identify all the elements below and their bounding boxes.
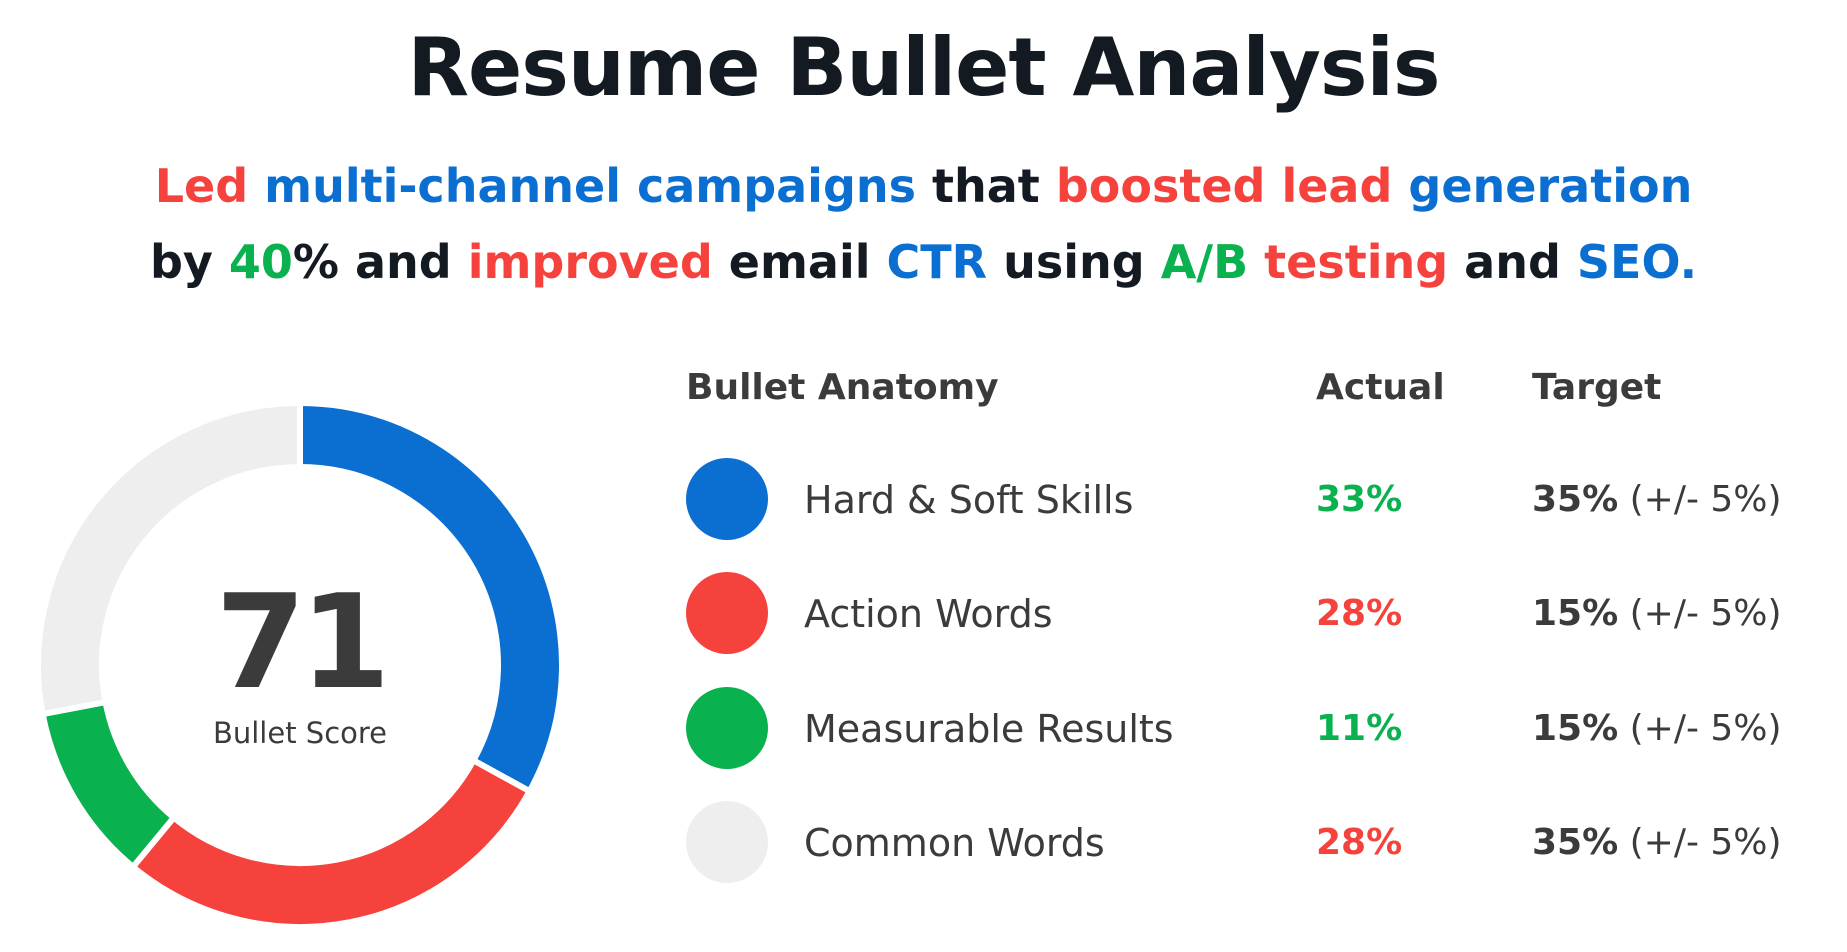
anatomy-label: Action Words	[804, 592, 1053, 636]
anatomy-row-common-words: Common Words 28% 35% (+/- 5%)	[686, 801, 1826, 885]
header-bullet-anatomy: Bullet Anatomy	[686, 367, 999, 408]
bullet-segment: A/B	[1160, 235, 1249, 289]
actual-value: 28%	[1316, 593, 1403, 634]
page-title: Resume Bullet Analysis	[407, 21, 1440, 114]
anatomy-label: Hard & Soft Skills	[804, 478, 1134, 522]
target-tolerance: (+/- 5%)	[1618, 479, 1782, 520]
donut-slice-action-words	[129, 757, 533, 930]
anatomy-row-measurable-results: Measurable Results 11% 15% (+/- 5%)	[686, 687, 1826, 771]
target-tolerance: (+/- 5%)	[1618, 593, 1782, 634]
donut-chart: 71 Bullet Score	[20, 385, 580, 945]
bullet-segment: SEO.	[1576, 235, 1698, 289]
target-value: 35% (+/- 5%)	[1532, 458, 1782, 542]
bullet-segment: generation	[1408, 159, 1693, 213]
bullet-segment: by	[149, 235, 229, 289]
anatomy-table: Bullet Anatomy Actual Target Hard & Soft…	[686, 360, 1826, 883]
bullet-segment: 40	[228, 235, 293, 289]
target-percent: 35%	[1532, 479, 1619, 520]
actual-value: 28%	[1316, 822, 1403, 863]
target-value: 15% (+/- 5%)	[1532, 687, 1782, 771]
anatomy-table-header: Bullet Anatomy Actual Target	[686, 360, 1826, 416]
bullet-score-label: Bullet Score	[212, 716, 388, 750]
target-percent: 15%	[1532, 708, 1619, 749]
bullet-segment: that	[916, 159, 1056, 213]
bullet-segment: testing	[1264, 235, 1449, 289]
anatomy-row-action-words: Action Words 28% 15% (+/- 5%)	[686, 572, 1826, 656]
bullet-segment: Led	[154, 159, 249, 213]
bullet-segment	[248, 159, 264, 213]
header-target: Target	[1532, 367, 1662, 408]
target-value: 35% (+/- 5%)	[1532, 801, 1782, 885]
target-tolerance: (+/- 5%)	[1618, 708, 1782, 749]
legend-swatch-measurable-results	[686, 687, 768, 769]
anatomy-label: Common Words	[804, 821, 1105, 865]
anatomy-label: Measurable Results	[804, 707, 1174, 751]
bullet-segment: using	[987, 235, 1161, 289]
bullet-segment	[1248, 235, 1264, 289]
bullet-segment: multi-channel campaigns	[264, 159, 917, 213]
legend-swatch-hard-soft-skills	[686, 458, 768, 540]
legend-swatch-action-words	[686, 572, 768, 654]
bullet-segment: improved	[467, 235, 713, 289]
bullet-segment: % and	[292, 235, 468, 289]
bullet-segment	[1392, 159, 1408, 213]
target-value: 15% (+/- 5%)	[1532, 572, 1782, 656]
bullet-segment: CTR	[886, 235, 988, 289]
donut-slice-hard-soft-skills	[297, 400, 565, 795]
header-actual: Actual	[1316, 367, 1445, 408]
anatomy-row-hard-soft-skills: Hard & Soft Skills 33% 35% (+/- 5%)	[686, 458, 1826, 542]
bullet-segment: boosted lead	[1055, 159, 1393, 213]
bullet-text: Led multi-channel campaigns that boosted…	[40, 148, 1807, 300]
target-percent: 35%	[1532, 822, 1619, 863]
actual-value: 11%	[1316, 708, 1403, 749]
bullet-segment: and	[1448, 235, 1577, 289]
actual-value: 33%	[1316, 479, 1403, 520]
donut-slice-common-words	[35, 400, 303, 718]
target-percent: 15%	[1532, 593, 1619, 634]
bullet-segment: email	[712, 235, 887, 289]
legend-swatch-common-words	[686, 801, 768, 883]
donut-svg	[35, 400, 565, 930]
bullet-score-value: 71	[215, 566, 391, 718]
target-tolerance: (+/- 5%)	[1618, 822, 1782, 863]
